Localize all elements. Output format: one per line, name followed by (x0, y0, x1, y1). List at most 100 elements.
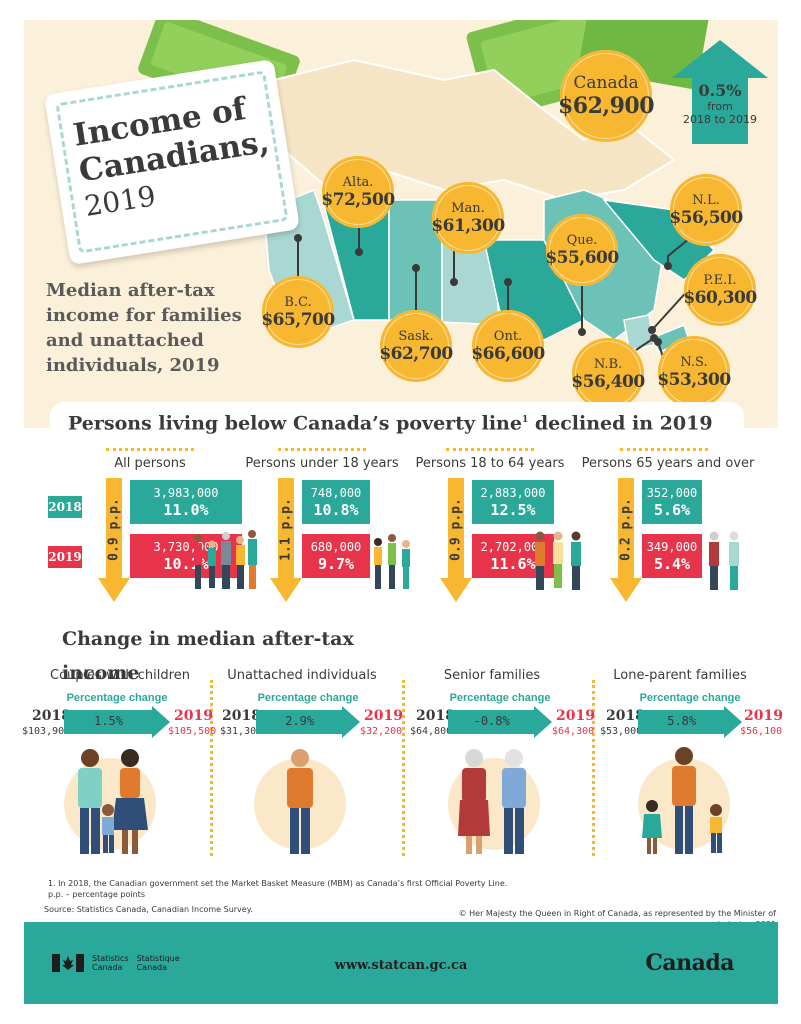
coin-new-brunswick: N.B. $56,400 (571, 338, 645, 410)
coin-name: Ont. (493, 328, 523, 344)
decline-arrow-icon (98, 478, 130, 602)
poverty-count: 349,000 (646, 540, 698, 554)
poverty-2018-box: 2,883,000 12.5% (472, 480, 554, 524)
poverty-group-label: Persons 65 years and over (581, 456, 755, 471)
divider-dots (592, 680, 595, 856)
poverty-change-pp: 0.2 p.p. (618, 498, 634, 561)
website-link[interactable]: www.statcan.gc.ca (334, 958, 468, 973)
coin-newfoundland: N.L. $56,500 (669, 174, 743, 246)
sc-fr-1: Statistique (136, 954, 180, 963)
income-value-2019: $32,200 (360, 726, 403, 737)
children-group-icon (374, 534, 410, 589)
coin-pei: P.E.I. $60,300 (683, 254, 757, 326)
coin-name: N.L. (692, 192, 720, 208)
coin-bc: B.C. $65,700 (261, 276, 335, 348)
pct-change-label: Percentage change (449, 692, 551, 704)
decline-arrow-icon (270, 478, 302, 602)
coin-alberta: Alta. $72,500 (321, 156, 395, 228)
income-year-2019: 2019 (744, 708, 783, 724)
income-year-2019: 2019 (174, 708, 213, 724)
poverty-2018-box: 748,000 10.8% (302, 480, 370, 524)
poverty-count: 352,000 (646, 486, 698, 500)
change-value: 0.5% (698, 81, 742, 100)
poverty-rate: 5.6% (653, 501, 691, 519)
coin-name: Alta. (342, 174, 374, 190)
income-change-title: Change in median after-tax income (42, 622, 430, 684)
pct-change-label: Percentage change (257, 692, 359, 704)
divider-dots (278, 448, 366, 451)
pct-change-value: 1.5% (94, 714, 123, 728)
divider-dots (446, 448, 534, 451)
pct-change-label: Percentage change (66, 692, 168, 704)
income-value-2018: $103,900 (22, 726, 71, 737)
right-arrow-icon (448, 706, 552, 738)
income-group-label: Senior families (443, 668, 541, 683)
divider-dots (402, 680, 405, 856)
income-value-2018: $31,300 (220, 726, 263, 737)
sc-en-1: Statistics (92, 954, 129, 963)
income-group-label: Couples with children (50, 668, 190, 683)
family-group-icon (194, 530, 257, 589)
poverty-rate: 10.8% (313, 501, 359, 519)
coin-value: $55,600 (545, 247, 619, 268)
hero-section: Income of Canadians, 2019 Median after-t… (24, 20, 778, 428)
coin-value: $56,500 (669, 207, 743, 228)
income-change-arrow: Percentage change 2.9% (256, 692, 360, 738)
lone-parent-family-icon (638, 747, 730, 854)
coin-name: Sask. (398, 328, 434, 344)
income-group-label: Lone-parent families (613, 668, 747, 683)
poverty-title-end: declined in 2019 (528, 412, 713, 435)
income-year-2018: 2018 (32, 708, 71, 724)
coin-manitoba: Man. $61,300 (431, 182, 505, 254)
change-label-2: 2018 to 2019 (682, 113, 758, 126)
poverty-title-text: Persons living below Canada’s poverty li… (68, 412, 522, 435)
coin-name: P.E.I. (703, 272, 737, 288)
income-change-arrow: Percentage change 1.5% (64, 692, 170, 738)
coin-value: $66,600 (471, 343, 545, 364)
coin-saskatchewan: Sask. $62,700 (379, 310, 453, 382)
coin-name: B.C. (284, 294, 312, 310)
divider-dots (210, 680, 213, 856)
change-arrow: 0.5% from 2018 to 2019 (670, 40, 770, 144)
coin-value: $53,300 (657, 369, 731, 390)
footnote-pp: p.p. – percentage points (48, 890, 145, 899)
poverty-2018-box: 352,000 5.6% (642, 480, 702, 524)
income-value-2019: $64,300 (552, 726, 595, 737)
up-arrow-icon (672, 40, 768, 144)
income-year-2019: 2019 (556, 708, 595, 724)
poverty-count: 748,000 (310, 486, 362, 500)
poverty-count: 3,983,000 (153, 486, 219, 500)
income-change-arrow: Percentage change -0.8% (448, 692, 552, 738)
poverty-count: 3,730,000 (153, 540, 219, 554)
senior-couple-icon (448, 749, 540, 854)
divider-dots (106, 448, 194, 451)
statcan-signature: Statistics Canada Statistique Canada (52, 954, 180, 972)
poverty-rate: 11.0% (163, 501, 209, 519)
coin-value: $72,500 (321, 189, 395, 210)
income-year-2018: 2018 (606, 708, 645, 724)
poverty-2019-box: 349,000 5.4% (642, 534, 702, 578)
pct-change-value: 2.9% (285, 714, 315, 728)
individual-icon (254, 749, 346, 854)
coin-value: $60,300 (683, 287, 757, 308)
income-change-arrow: Percentage change 5.8% (638, 692, 742, 738)
decline-arrow-icon (610, 478, 642, 602)
poverty-count: 2,702,000 (480, 540, 546, 554)
poverty-group-label: Persons under 18 years (245, 456, 399, 471)
income-value-2019: $105,500 (168, 726, 217, 737)
income-value-2019: $56,100 (740, 726, 783, 737)
poverty-rate: 5.4% (653, 555, 691, 573)
coin-name: Man. (451, 200, 485, 216)
poverty-count: 2,883,000 (480, 486, 546, 500)
pct-change-value: 5.8% (667, 714, 697, 728)
income-group-label: Unattached individuals (227, 668, 377, 683)
right-arrow-icon (64, 706, 170, 738)
hero-subtitle: Median after-tax income for families and… (46, 280, 242, 376)
coin-name: Que. (566, 232, 598, 248)
poverty-2019-box: 680,000 9.7% (302, 534, 370, 578)
footnote-1: 1. In 2018, the Canadian government set … (48, 879, 508, 888)
coin-name: Canada (573, 73, 639, 93)
income-value-2018: $53,000 (600, 726, 643, 737)
footer-bar: Statistics Canada Statistique Canada www… (24, 922, 778, 1004)
poverty-change-pp: 0.9 p.p. (106, 498, 122, 561)
